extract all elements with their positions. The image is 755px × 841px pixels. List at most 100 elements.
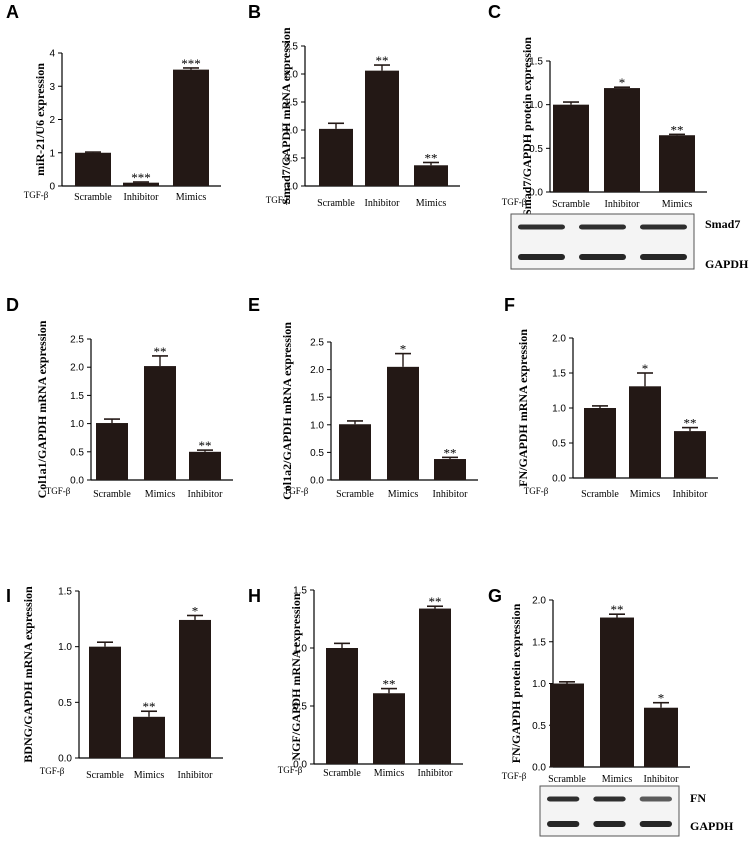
y-tick-label: 1.5 (552, 369, 566, 380)
y-tick-label: 0.0 (532, 763, 546, 774)
chart-panel-f: FFN/GAPDH mRNA expression 0.0 0.5 1.0 1.5 2.0… (504, 295, 718, 500)
y-tick-label: 0.0 (293, 760, 307, 771)
category-label: Mimics (416, 198, 447, 209)
chart-panel-i: I BDNG/GAPDH mRNA expression 0.0 0.5 1.0 1.5 S… (6, 586, 223, 781)
y-tick-label: 1.5 (532, 637, 546, 648)
y-tick-label: 0.5 (58, 698, 72, 709)
blot-band (640, 224, 687, 230)
western-blot-image (510, 213, 695, 270)
y-tick-label: 0.5 (284, 154, 298, 165)
y-axis-label: FN/GAPDH mRNA expression (516, 329, 530, 487)
significance-mark: ** (143, 699, 156, 714)
category-label: Scramble (552, 199, 590, 210)
blot-band (579, 254, 626, 260)
significance-mark: ** (611, 602, 624, 617)
y-tick-label: 1.5 (70, 391, 84, 402)
blot-band (593, 796, 626, 802)
panel-letter: A (6, 2, 19, 22)
treatment-label: TGF-β (284, 486, 309, 496)
y-tick-label: 2.5 (284, 42, 298, 53)
y-tick-label: 1.5 (58, 587, 72, 598)
significance-mark: * (642, 361, 649, 376)
y-tick-label: 0.5 (310, 448, 324, 459)
bar-mimics (144, 366, 176, 480)
bar-mimics (414, 165, 448, 186)
y-tick-label: 0.5 (293, 702, 307, 713)
blot-band (640, 254, 687, 260)
treatment-label: TGF-β (502, 197, 527, 207)
treatment-label: TGF-β (524, 486, 549, 496)
panel-letter: C (488, 2, 501, 22)
y-axis-label: BDNG/GAPDH mRNA expression (21, 586, 35, 763)
bar-inhibitor (123, 182, 159, 186)
y-tick-label: 0.0 (70, 476, 84, 487)
category-label: Mimics (134, 770, 165, 781)
blot-band (547, 821, 580, 827)
panel-letter: B (248, 2, 261, 22)
category-label: Mimics (630, 489, 661, 500)
y-tick-label: 2.5 (70, 335, 84, 346)
bar-mimics (600, 617, 634, 767)
bar-scramble (550, 683, 584, 767)
y-tick-label: 1.5 (293, 586, 307, 597)
significance-mark: * (619, 75, 626, 90)
y-axis-label: Col1a2/GAPDH mRNA expression (280, 322, 294, 500)
blot-band (593, 821, 626, 827)
bar-inhibitor (434, 459, 466, 480)
bar-scramble (339, 424, 371, 480)
y-tick-label: 0.0 (284, 182, 298, 193)
y-tick-label: 1.0 (70, 419, 84, 430)
significance-mark: ** (429, 594, 442, 609)
bar-mimics (387, 366, 419, 480)
y-tick-label: 2.5 (310, 338, 324, 349)
western-blot-image (539, 785, 680, 837)
significance-mark: ** (425, 150, 438, 165)
y-tick-label: 2.0 (552, 334, 566, 345)
blot-label-fn: FN (690, 791, 706, 805)
significance-mark: ** (444, 445, 457, 460)
category-label: Mimics (374, 768, 405, 779)
y-tick-label: 1.5 (529, 57, 543, 68)
blot-band (518, 224, 565, 230)
chart-panel-e: E Col1a2/GAPDH mRNA expression 0.0 0.5 1.0 1.… (248, 295, 478, 500)
treatment-label: TGF-β (24, 190, 49, 200)
blot-band (639, 796, 672, 802)
category-label: Scramble (317, 198, 355, 209)
bar-mimics (173, 69, 209, 186)
category-label: Inhibitor (605, 199, 641, 210)
y-tick-label: 2.0 (532, 596, 546, 607)
bar-inhibitor (179, 619, 211, 758)
y-tick-label: 0.0 (58, 754, 72, 765)
y-tick-label: 3 (49, 82, 55, 93)
significance-mark: ** (671, 122, 684, 137)
category-label: Scramble (548, 774, 586, 785)
treatment-label: TGF-β (40, 766, 65, 776)
panel-letter: G (488, 586, 502, 606)
category-label: Mimics (145, 489, 176, 500)
significance-mark: * (658, 691, 665, 706)
blot-label-gapdh: GAPDH (705, 257, 749, 271)
y-tick-label: 0 (49, 182, 55, 193)
y-tick-label: 1.0 (552, 404, 566, 415)
panel-letter: D (6, 295, 19, 315)
category-label: Mimics (388, 489, 419, 500)
y-tick-label: 1.0 (284, 126, 298, 137)
y-axis-label: FN/GAPDH protein expression (509, 603, 523, 763)
treatment-label: TGF-β (278, 765, 303, 775)
blot-band (547, 796, 580, 802)
y-tick-label: 2.0 (284, 70, 298, 81)
y-tick-label: 1.0 (529, 100, 543, 111)
category-label: Inhibitor (418, 768, 454, 779)
category-label: Scramble (74, 192, 112, 203)
significance-mark: ** (383, 677, 396, 692)
y-tick-label: 1.0 (310, 420, 324, 431)
bar-inhibitor (419, 608, 451, 764)
bar-scramble (326, 648, 358, 764)
bar-scramble (584, 408, 616, 478)
blot-label-smad7: Smad7 (705, 217, 740, 231)
bar-inhibitor (189, 451, 221, 480)
y-tick-label: 2 (49, 115, 55, 126)
